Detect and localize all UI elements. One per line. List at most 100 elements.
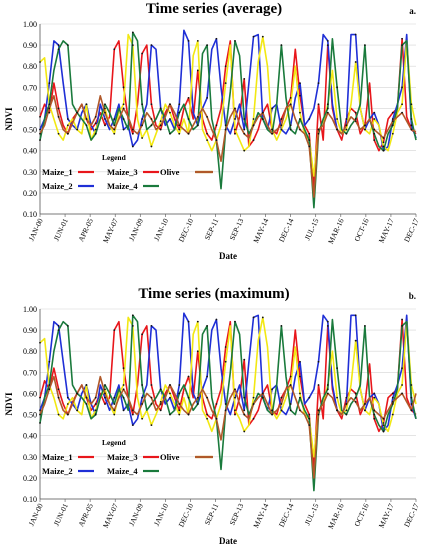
x-tick-label: SEP-11 [203, 217, 221, 242]
data-point [345, 409, 348, 412]
data-point [401, 37, 403, 40]
data-point [410, 403, 413, 405]
data-point [122, 367, 125, 370]
data-point [280, 118, 283, 120]
data-point [94, 132, 97, 135]
data-point [391, 392, 394, 395]
data-point [326, 39, 329, 42]
data-point [326, 388, 329, 391]
data-point [206, 132, 209, 135]
legend-label: Maize_3 [107, 167, 138, 177]
data-point [289, 124, 292, 127]
data-point [48, 388, 51, 391]
data-point [215, 318, 218, 321]
data-point [354, 111, 357, 114]
x-tick-label: JAN-09 [127, 217, 145, 243]
data-point [243, 128, 246, 131]
data-point [196, 69, 199, 72]
data-point [66, 396, 69, 399]
data-point [57, 132, 60, 135]
data-point [326, 320, 329, 323]
x-tick-label: JAN-00 [27, 217, 45, 243]
x-tick-label: JAN-00 [27, 502, 45, 528]
data-point [299, 94, 301, 97]
data-point [113, 413, 116, 416]
data-point [243, 396, 246, 399]
data-point [401, 103, 403, 106]
x-tick-label: MAY-17 [377, 502, 396, 530]
data-point [373, 111, 376, 114]
data-point [410, 396, 413, 399]
chart-title: Time series (average) [145, 1, 283, 17]
data-point [391, 396, 394, 399]
data-point [391, 118, 394, 120]
data-point [187, 375, 190, 378]
data-point [141, 403, 144, 405]
data-point [169, 118, 171, 120]
data-point [104, 384, 106, 386]
series-line-maize-3 [39, 95, 417, 198]
data-point [234, 396, 236, 399]
data-point [85, 103, 88, 106]
data-point [131, 314, 134, 317]
data-point [373, 139, 376, 142]
data-point [215, 403, 218, 405]
data-point [39, 115, 41, 118]
panel-label: b. [408, 291, 416, 301]
data-point [345, 124, 348, 127]
data-point [289, 375, 292, 378]
data-point [169, 132, 171, 135]
data-point [131, 409, 134, 412]
data-point [39, 396, 41, 399]
legend-label: Maize_2 [42, 466, 73, 476]
data-point [401, 318, 403, 321]
data-point [345, 396, 348, 399]
data-point [391, 132, 394, 135]
data-point [345, 132, 348, 135]
data-point [76, 128, 79, 131]
data-point [391, 413, 394, 416]
data-point [131, 132, 134, 135]
data-point [261, 35, 264, 38]
data-point [373, 118, 376, 120]
data-point [66, 403, 69, 405]
data-point [178, 124, 181, 127]
data-point [391, 111, 394, 114]
data-point [141, 333, 144, 336]
x-tick-label: JUN-01 [52, 217, 70, 243]
data-point [57, 329, 60, 332]
x-tick-label: DEC-14 [277, 217, 296, 244]
legend-label: Maize_2 [42, 181, 73, 191]
data-point [308, 139, 311, 142]
data-point [159, 120, 162, 123]
data-point [382, 424, 385, 427]
data-point [224, 403, 227, 405]
data-point [299, 82, 301, 85]
data-point [196, 396, 199, 399]
data-point [206, 139, 209, 142]
data-point [280, 324, 283, 327]
data-point [150, 44, 153, 47]
data-point [252, 124, 255, 127]
data-point [48, 384, 51, 386]
data-point [317, 384, 320, 386]
data-point [243, 358, 246, 361]
data-point [261, 316, 264, 319]
data-point [76, 392, 79, 395]
chart-panel-maximum: Time series (maximum) b. 0.10 0.20 0.30 0.4… [0, 285, 428, 550]
data-point [252, 316, 255, 319]
data-point [364, 128, 366, 131]
data-point [401, 111, 403, 114]
data-point [104, 107, 106, 110]
data-point [141, 103, 144, 106]
y-tick-label: 0.90 [23, 41, 37, 50]
data-point [104, 392, 106, 395]
data-point [196, 350, 199, 353]
data-point [299, 392, 301, 395]
data-point [122, 103, 125, 106]
data-point [39, 61, 41, 63]
data-point [308, 118, 311, 120]
data-point [94, 122, 97, 125]
data-point [317, 132, 320, 135]
y-tick-label: 0.20 [23, 189, 37, 198]
